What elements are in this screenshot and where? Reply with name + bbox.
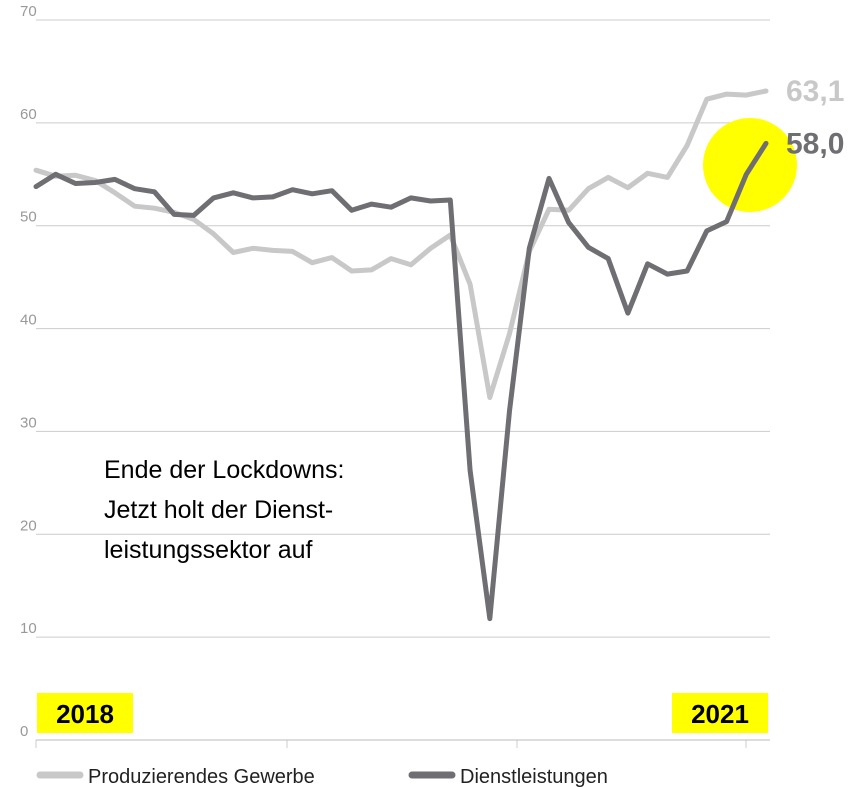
annotation: leistungssektor auf — [104, 536, 313, 564]
y-tick-label: 10 — [20, 620, 37, 637]
x-tick-label: 2018 — [56, 699, 114, 729]
annotation: Jetzt holt der Dienst- — [104, 496, 333, 524]
y-tick-label: 40 — [20, 312, 37, 329]
y-tick-label: 0 — [20, 723, 28, 740]
y-tick-label: 70 — [20, 3, 37, 20]
value-label: 58,0 — [786, 127, 844, 160]
legend-label: Produzierendes Gewerbe — [88, 766, 315, 787]
x-tick-label: 2021 — [691, 699, 749, 729]
year-box — [37, 693, 133, 733]
y-tick-label: 60 — [20, 106, 37, 123]
series-line — [33, 88, 769, 400]
series-line — [33, 140, 769, 622]
value-label: 63,1 — [786, 75, 844, 108]
y-tick-label: 50 — [20, 209, 37, 226]
year-box — [672, 693, 769, 733]
legend-label: Dienstleistungen — [460, 766, 608, 787]
y-tick-label: 30 — [20, 414, 37, 431]
annotation: Ende der Lockdowns: — [104, 456, 344, 484]
y-tick-label: 20 — [20, 517, 37, 534]
